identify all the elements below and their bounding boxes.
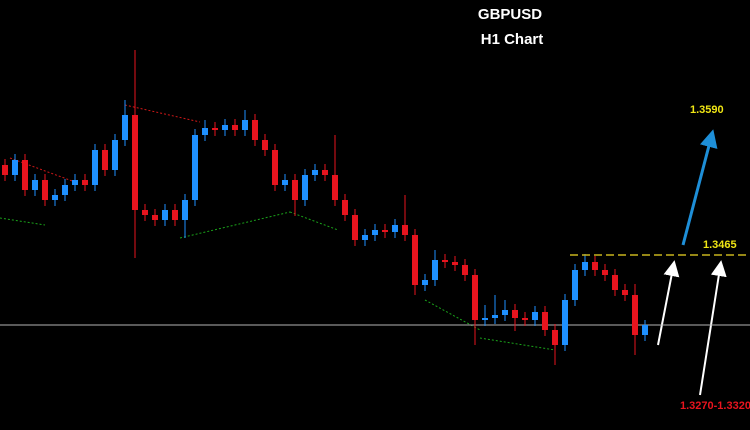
candle-body xyxy=(52,195,58,200)
candle-body xyxy=(532,312,538,320)
candle-body xyxy=(292,180,298,200)
candle-body xyxy=(442,260,448,262)
candle-body xyxy=(32,180,38,190)
candle-body xyxy=(642,325,648,335)
candle-body xyxy=(202,128,208,135)
candle-body xyxy=(352,215,358,240)
chart-title: GBPUSD xyxy=(478,6,542,23)
support-trendline xyxy=(479,337,556,351)
candle-body xyxy=(382,230,388,232)
candle-body xyxy=(152,215,158,220)
candle-body xyxy=(582,262,588,270)
candle-body xyxy=(462,265,468,275)
candle-body xyxy=(572,270,578,300)
candle-body xyxy=(112,140,118,170)
candle-body xyxy=(82,180,88,185)
white-arrow xyxy=(657,260,680,346)
support-trendline xyxy=(289,211,339,231)
support-label: 1.3270-1.3320 xyxy=(680,400,750,412)
support-trendline xyxy=(179,211,291,239)
candle-body xyxy=(262,140,268,150)
candle-body xyxy=(62,185,68,195)
candle-body xyxy=(612,275,618,290)
candle-body xyxy=(602,270,608,275)
candle-body xyxy=(522,318,528,320)
level-label: 1.3465 xyxy=(703,239,737,251)
candle-body xyxy=(222,125,228,130)
candle-body xyxy=(242,120,248,130)
candle-body xyxy=(402,225,408,235)
candle-body xyxy=(552,330,558,345)
resistance-trendline xyxy=(9,157,76,183)
candle-body xyxy=(412,235,418,285)
candle-body xyxy=(162,210,168,220)
candle-body xyxy=(312,170,318,175)
support-trendline xyxy=(0,217,46,226)
candle-body xyxy=(212,128,218,130)
candle-body xyxy=(302,175,308,200)
candle-body xyxy=(472,275,478,320)
resistance-trendline xyxy=(124,104,201,123)
candle-body xyxy=(632,295,638,335)
candle-body xyxy=(252,120,258,140)
target-arrow xyxy=(681,129,718,246)
candle-body xyxy=(192,135,198,200)
candle-body xyxy=(432,260,438,280)
candle-body xyxy=(172,210,178,220)
target-label: 1.3590 xyxy=(690,104,724,116)
candle-body xyxy=(542,312,548,330)
candle-body xyxy=(372,230,378,235)
candle-body xyxy=(562,300,568,345)
candle-body xyxy=(2,165,8,175)
chart-subtitle: H1 Chart xyxy=(481,31,544,48)
candle-body xyxy=(12,160,18,175)
candle-body xyxy=(422,280,428,285)
candle-body xyxy=(132,115,138,210)
candle-body xyxy=(182,200,188,220)
candle-body xyxy=(92,150,98,185)
candle-body xyxy=(272,150,278,185)
candle-body xyxy=(42,180,48,200)
candle-body xyxy=(122,115,128,140)
candle-body xyxy=(592,262,598,270)
candle-body xyxy=(342,200,348,215)
white-arrow xyxy=(699,260,727,396)
candle-body xyxy=(282,180,288,185)
candle-body xyxy=(322,170,328,175)
candle-body xyxy=(142,210,148,215)
candle-body xyxy=(512,310,518,318)
candle-body xyxy=(622,290,628,295)
candle-body xyxy=(102,150,108,170)
candle-body xyxy=(492,315,498,318)
candle-body xyxy=(232,125,238,130)
candle-body xyxy=(72,180,78,185)
candle-body xyxy=(332,175,338,200)
candle-body xyxy=(22,160,28,190)
candle-body xyxy=(362,235,368,240)
candle-body xyxy=(452,262,458,265)
candle-body xyxy=(482,318,488,320)
candle-body xyxy=(392,225,398,232)
candle-body xyxy=(502,310,508,315)
